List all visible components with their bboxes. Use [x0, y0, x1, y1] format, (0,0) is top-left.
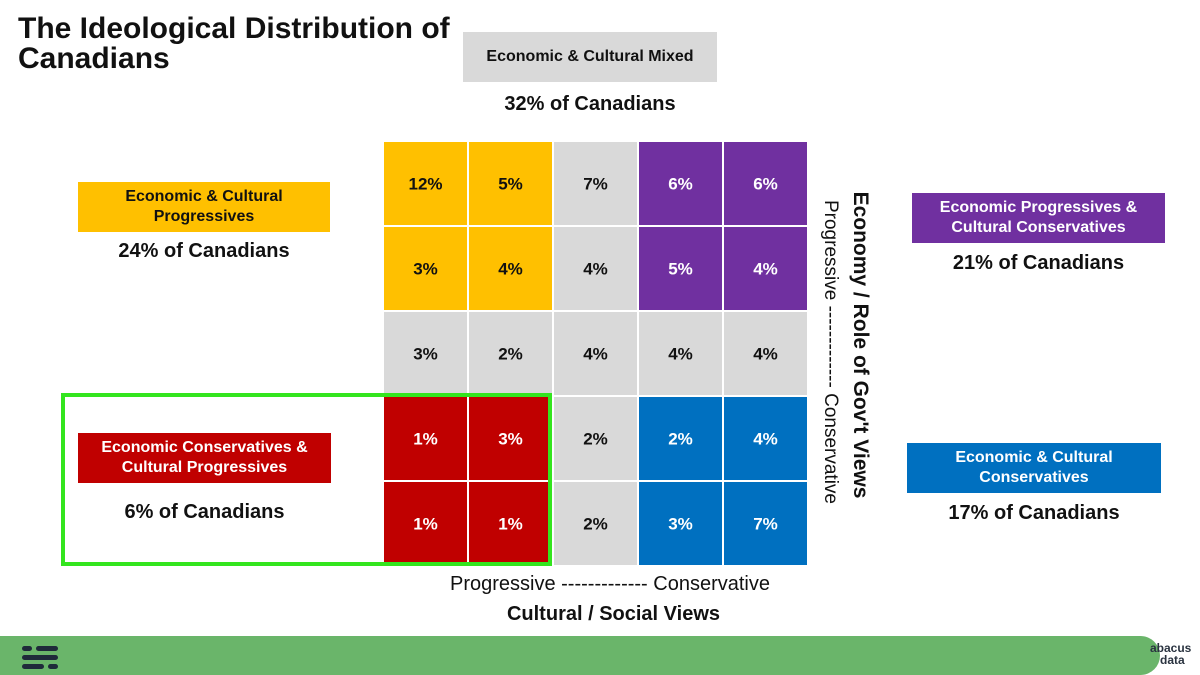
grid-cell-r1-c3	[552, 140, 639, 227]
grid-cell-r1-c4	[637, 140, 724, 227]
grid-cell-label-r5-c5: 7%	[753, 515, 778, 534]
econ-cons-cult-prog-segment-label: Economic Conservatives & Cultural Progre…	[78, 433, 331, 483]
grid-cell-r4-c4	[637, 395, 724, 482]
mixed-segment-label: Economic & Cultural Mixed	[463, 32, 717, 82]
progressives-segment-label: Economic & Cultural Progressives	[78, 182, 330, 232]
grid-cell-r1-c5	[722, 140, 809, 227]
grid-cell-label-r3-c2: 2%	[498, 345, 523, 364]
grid-cell-r2-c1	[382, 225, 469, 312]
grid-cell-r5-c4	[637, 480, 724, 567]
grid-cell-label-r2-c3: 4%	[583, 260, 608, 279]
chart-title: The Ideological Distribution of Canadian…	[18, 12, 450, 75]
grid-cell-label-r3-c4: 4%	[668, 345, 693, 364]
grid-cell-r1-c1	[382, 140, 469, 227]
progressives-segment-share: 24% of Canadians	[118, 240, 290, 262]
y-axis-range-label: Progressive ------------- Conservative	[820, 199, 841, 504]
conservatives-segment-share: 17% of Canadians	[948, 502, 1120, 524]
grid-cell-r2-c5	[722, 225, 809, 312]
grid-cell-r3-c3	[552, 310, 639, 397]
grid-cell-label-r2-c2: 4%	[498, 260, 523, 279]
grid-cell-r1-c2	[467, 140, 554, 227]
grid-cell-r4-c5	[722, 395, 809, 482]
grid-cell-label-r4-c4: 2%	[668, 430, 693, 449]
grid-cell-label-r5-c4: 3%	[668, 515, 693, 534]
grid-cell-r2-c3	[552, 225, 639, 312]
grid-cell-label-r5-c3: 2%	[583, 515, 608, 534]
grid-cell-r2-c2	[467, 225, 554, 312]
grid-cell-r2-c4	[637, 225, 724, 312]
grid-cell-label-r4-c5: 4%	[753, 430, 778, 449]
grid-cell-r5-c3	[552, 480, 639, 567]
grid-cell-r5-c5	[722, 480, 809, 567]
x-axis-range-label: Progressive ------------- Conservative	[449, 573, 770, 595]
grid-cell-label-r1-c1: 12%	[408, 175, 442, 194]
econ-cons-cult-prog-segment-share: 6% of Canadians	[124, 501, 285, 523]
grid-cell-r3-c2	[467, 310, 554, 397]
grid-cell-label-r2-c1: 3%	[413, 260, 438, 279]
grid-cell-label-r1-c3: 7%	[583, 175, 608, 194]
econ-prog-cult-cons-segment-label: Economic Progressives & Cultural Conserv…	[912, 193, 1165, 243]
grid-cell-r3-c5	[722, 310, 809, 397]
conservatives-segment-label: Economic & Cultural Conservatives	[907, 443, 1161, 493]
grid-cell-r4-c3	[552, 395, 639, 482]
x-axis-title: Cultural / Social Views	[506, 603, 721, 625]
grid-cell-label-r3-c1: 3%	[413, 345, 438, 364]
grid-cell-r3-c1	[382, 310, 469, 397]
grid-cell-label-r1-c2: 5%	[498, 175, 523, 194]
econ-prog-cult-cons-segment-share: 21% of Canadians	[952, 252, 1125, 274]
abacus-mark-icon	[22, 646, 62, 669]
grid-cell-label-r2-c4: 5%	[668, 260, 693, 279]
footer-bar	[0, 636, 1160, 675]
brand-line-1: abacus	[1150, 641, 1192, 655]
mixed-segment-share: 32% of Canadians	[504, 93, 676, 115]
grid-cell-label-r1-c4: 6%	[668, 175, 693, 194]
grid-cell-label-r4-c3: 2%	[583, 430, 608, 449]
brand-line-2: data	[1160, 653, 1185, 667]
highlight-frame	[61, 393, 552, 566]
brand-logo: abacus data	[1150, 642, 1198, 666]
grid-cell-label-r1-c5: 6%	[753, 175, 778, 194]
grid-cell-r3-c4	[637, 310, 724, 397]
grid-cell-label-r3-c3: 4%	[583, 345, 608, 364]
grid-cell-label-r3-c5: 4%	[753, 345, 778, 364]
y-axis-title: Economy / Role of Gov't Views	[849, 191, 872, 499]
grid-cell-label-r2-c5: 4%	[753, 260, 778, 279]
